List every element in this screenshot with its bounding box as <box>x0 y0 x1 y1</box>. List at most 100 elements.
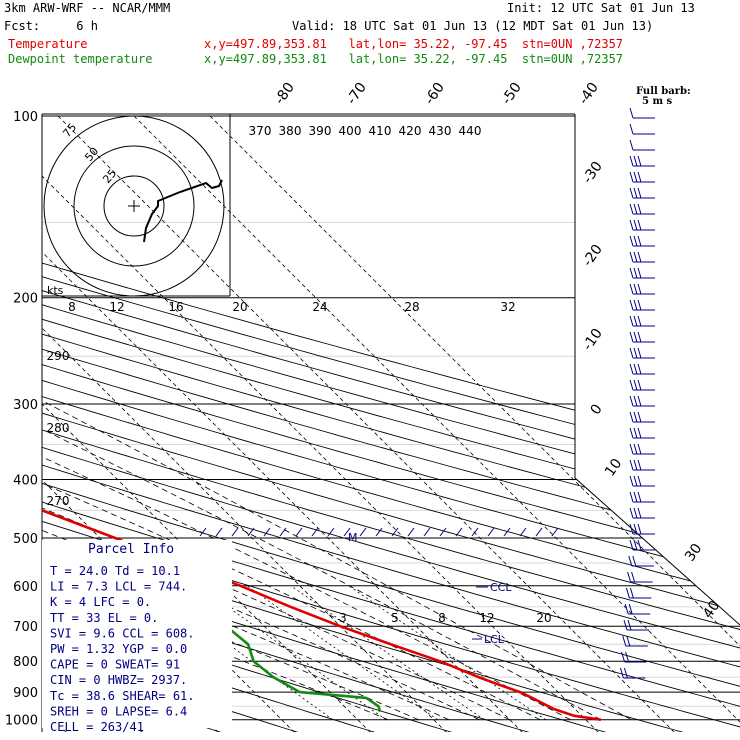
dry-adiabat <box>42 115 740 732</box>
hatch-mark <box>263 527 271 537</box>
wind-barb <box>629 235 655 247</box>
isotherm-label: 0 <box>588 401 606 417</box>
dewpoint-legend: Dewpoint temperature <box>8 52 153 66</box>
wind-barb-flag <box>633 155 638 167</box>
dry-adiabat <box>42 115 740 732</box>
wind-barb-flag <box>623 667 628 679</box>
wind-barb <box>619 667 646 679</box>
wind-barb-flag <box>627 619 632 631</box>
wind-barb-flag <box>637 475 642 487</box>
dry-adiabat <box>42 115 740 732</box>
wind-barb-flag <box>637 523 642 535</box>
parcel-info-box <box>42 540 232 728</box>
plot-edge <box>574 114 740 626</box>
parcel-info-row: PW = 1.32 YGP = 0.0 <box>50 642 187 656</box>
hodograph-axis-label: 28 <box>404 300 419 314</box>
pressure-tick-label: 100 <box>13 110 38 125</box>
wind-barb-flag <box>633 507 638 519</box>
hatch-mark <box>215 527 223 537</box>
wind-barb-flag <box>629 107 634 119</box>
wind-barb-flag <box>629 379 634 391</box>
wind-barb <box>629 475 655 487</box>
hodograph-ring <box>103 175 165 237</box>
hatch-mark <box>279 527 287 537</box>
hodograph-axis-label: 24 <box>312 300 327 314</box>
mixing-ratio-line <box>290 585 485 721</box>
wind-barb-flag <box>637 331 642 343</box>
dry-adiabat <box>42 115 740 732</box>
parcel-info-row: K = 4 LFC = 0. <box>50 595 151 609</box>
hodograph-axis-label: 8 <box>68 300 76 314</box>
wind-barb-flag <box>629 299 634 311</box>
wind-barb <box>629 539 655 551</box>
wind-barb-flag <box>629 331 634 343</box>
parcel-info-row: SREH = 0 LAPSE= 6.4 <box>50 704 187 718</box>
dry-adiabat <box>42 115 740 732</box>
wind-barb-flag <box>637 267 642 279</box>
parcel-info-row: T = 24.0 Td = 10.1 <box>50 564 180 578</box>
wind-barb-flag <box>624 603 629 615</box>
wind-barb <box>629 107 655 119</box>
wind-barb-flag <box>629 219 634 231</box>
isotherm-label: -10 <box>580 326 606 354</box>
hodograph-center <box>128 200 140 212</box>
wind-barb-flag <box>629 203 634 215</box>
theta-label: 410 <box>369 124 392 138</box>
temperature-location: x,y=497.89,353.81 lat,lon= 35.22, -97.45… <box>204 37 624 51</box>
moist-adiabat <box>42 297 632 721</box>
lcl-marker: LCL <box>484 633 505 646</box>
wind-barb-flag <box>633 171 638 183</box>
wind-barb-flag <box>637 283 642 295</box>
wind-barb-flag <box>637 395 642 407</box>
isotherm-label: -60 <box>422 80 448 108</box>
theta-label: 290 <box>47 349 70 363</box>
dry-adiabat <box>42 115 740 732</box>
wind-barb <box>629 315 655 327</box>
pressure-tick-label: 1000 <box>5 714 38 729</box>
parcel-info-title: Parcel Info <box>88 542 174 557</box>
wind-barb-flag <box>621 651 626 663</box>
hodograph-unit: kts <box>47 284 64 297</box>
dry-adiabat <box>42 115 740 732</box>
wind-barb-flag <box>629 587 634 599</box>
wind-barb-flag <box>619 667 624 679</box>
wind-barb <box>629 251 655 263</box>
wind-barb-flag <box>637 539 642 551</box>
wind-barb-flag <box>633 491 638 503</box>
sounding-series <box>42 114 602 721</box>
theta-label: 400 <box>339 124 362 138</box>
wind-barb-flag <box>629 475 634 487</box>
wind-barb <box>629 219 655 231</box>
hatch-mark <box>231 527 239 537</box>
hatch-mark <box>519 527 527 537</box>
wind-barb-flag <box>637 427 642 439</box>
barb-legend: Full barb: <box>636 86 691 97</box>
wind-barb-flag <box>632 555 637 567</box>
isotherm-label: -50 <box>499 80 525 108</box>
isotherm-line <box>44 114 675 732</box>
hatch-mark <box>407 527 415 537</box>
wind-barb-flag <box>637 299 642 311</box>
wind-barb-flag <box>633 395 638 407</box>
wind-barb-flag <box>637 459 642 471</box>
init-time: Init: 12 UTC Sat 01 Jun 13 <box>507 1 695 15</box>
wind-barb-flag <box>629 395 634 407</box>
hatch-mark <box>295 527 303 537</box>
wind-barb-flag <box>637 187 642 199</box>
dewpoint-line <box>42 114 382 713</box>
wind-barb <box>629 267 655 279</box>
wind-barb-flag <box>625 651 630 663</box>
wind-barb-flag <box>633 347 638 359</box>
isotherm-label: -80 <box>272 80 298 108</box>
wind-barb-flag <box>629 155 634 167</box>
temperature-legend: Temperature <box>8 37 88 51</box>
hodograph-ring <box>43 115 225 297</box>
wind-barb-flag <box>633 411 638 423</box>
theta-label: 430 <box>429 124 452 138</box>
wind-barb-flag <box>633 379 638 391</box>
wind-barb-flag <box>629 443 634 455</box>
theta-label: 420 <box>399 124 422 138</box>
wind-barb <box>629 139 655 151</box>
hatch-mark <box>551 527 559 537</box>
wind-barbs <box>619 107 655 679</box>
